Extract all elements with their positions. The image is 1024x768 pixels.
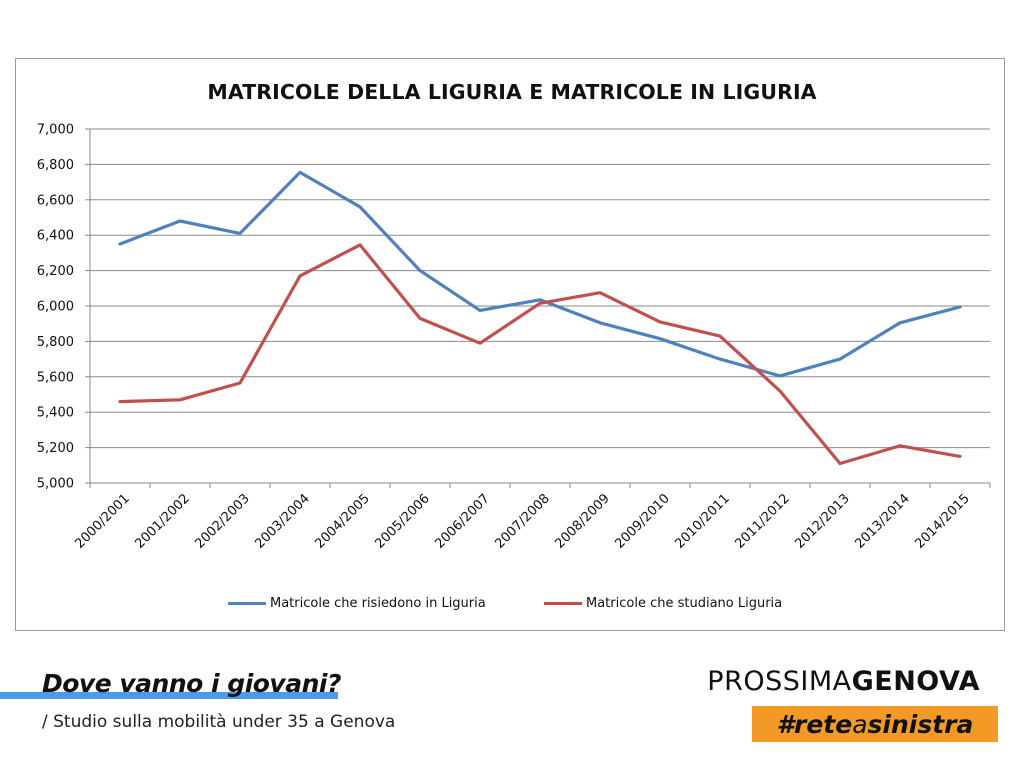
series-line-1: [118, 170, 962, 378]
legend-item-series-1: Matricole che risiedono in Liguria: [228, 596, 486, 611]
x-tick-label: 2008/2009: [552, 491, 613, 552]
y-tick-label: 5,600: [37, 370, 74, 385]
legend-item-series-2: Matricole che studiano Liguria: [544, 596, 782, 611]
legend: Matricole che risiedono in Liguria Matri…: [0, 596, 1024, 616]
x-tick-label: 2012/2013: [792, 491, 853, 552]
x-tick-label: 2010/2011: [672, 491, 733, 552]
y-axis-tick-labels: 5,000 5,200 5,400 5,600 5,800 6,000 6,200 6,400…: [37, 123, 74, 492]
y-tick-label: 7,000: [37, 123, 74, 138]
legend-label-series-2: Matricole che studiano Liguria: [586, 596, 783, 611]
footer-subtitle: / Studio sulla mobilità under 35 a Genov…: [42, 712, 396, 732]
y-tick-label: 6,400: [37, 229, 74, 244]
footer-accent-bar: [0, 692, 338, 699]
brand-logo-light: PROSSIMA: [707, 666, 852, 697]
y-tick-label: 6,000: [37, 300, 74, 315]
legend-swatch-blue: [228, 602, 266, 605]
x-tick-label: 2002/2003: [192, 491, 253, 552]
y-tick-label: 5,400: [37, 406, 74, 421]
x-tick-label: 2007/2008: [492, 491, 553, 552]
x-tick-label: 2000/2001: [72, 491, 133, 552]
hashtag-part-3: sinistra: [867, 709, 974, 739]
y-tick-label: 5,000: [37, 477, 74, 492]
legend-swatch-red: [544, 602, 582, 605]
x-tick-label: 2001/2002: [132, 491, 193, 552]
y-tick-label: 6,800: [37, 158, 74, 173]
x-axis-tick-labels: 2000/2001 2001/2002 2002/2003 2003/2004 2004…: [72, 491, 973, 552]
x-tick-label: 2011/2012: [732, 491, 793, 552]
x-tick-label: 2006/2007: [432, 491, 493, 552]
brand-logo: PROSSIMAGENOVA: [707, 666, 980, 697]
footer-title: Dove vanno i giovani?: [42, 669, 341, 698]
x-tick-label: 2014/2015: [912, 491, 973, 552]
series-line-2: [118, 243, 962, 466]
x-tick-label: 2013/2014: [852, 491, 913, 552]
y-tick-label: 6,200: [37, 264, 74, 279]
chart-frame: [15, 58, 1005, 631]
x-tick-label: 2004/2005: [312, 491, 373, 552]
y-tick-label: 6,600: [37, 193, 74, 208]
brand-logo-bold: GENOVA: [851, 666, 980, 697]
gridlines: [90, 128, 990, 449]
y-tick-label: 5,200: [37, 441, 74, 456]
chart-title: MATRICOLE DELLA LIGURIA E MATRICOLE IN L…: [207, 80, 817, 104]
hashtag-badge: #rete a sinistra: [752, 706, 998, 742]
series-lines: [118, 170, 962, 466]
x-tick-label: 2003/2004: [252, 491, 313, 552]
hashtag-part-1: #rete: [776, 709, 853, 739]
x-tick-label: 2005/2006: [372, 491, 433, 552]
legend-label-series-1: Matricole che risiedono in Liguria: [270, 596, 486, 611]
x-tick-label: 2009/2010: [612, 491, 673, 552]
y-tick-label: 5,800: [37, 335, 74, 350]
hashtag-part-2: a: [852, 709, 868, 739]
axes: [85, 128, 991, 488]
